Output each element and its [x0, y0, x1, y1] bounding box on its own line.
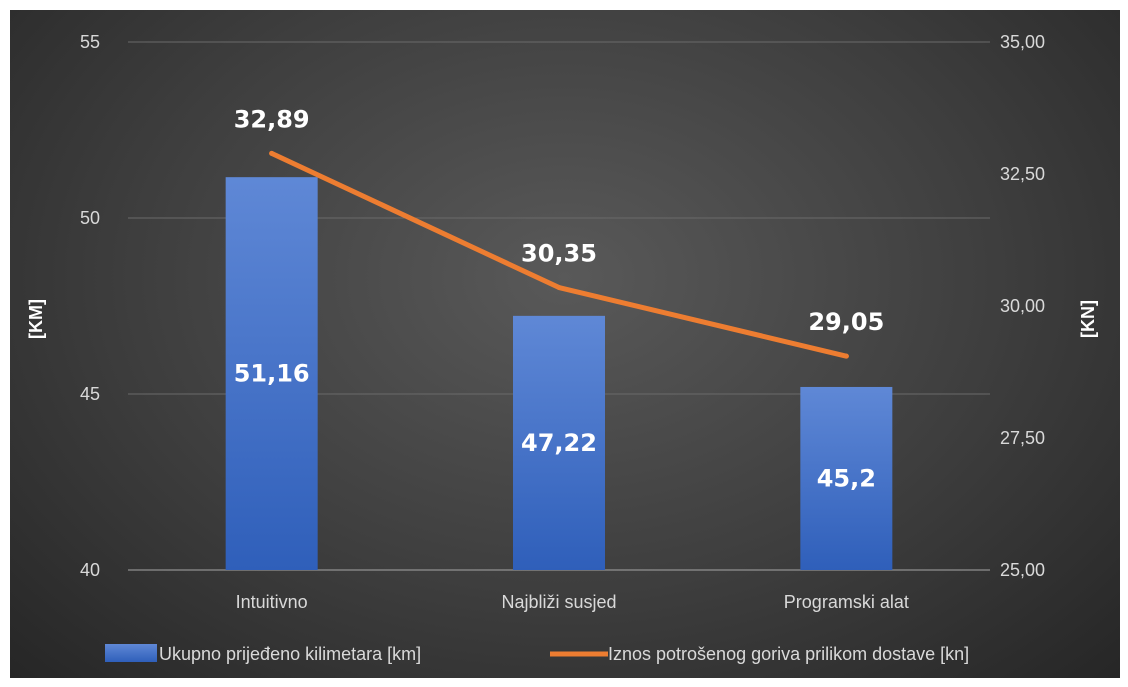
line-point [269, 150, 275, 156]
legend-bar-label: Ukupno prijeđeno kilimetara [km] [159, 644, 421, 664]
y-axis-title: [KM] [26, 299, 46, 339]
y-tick-label: 45 [80, 384, 100, 404]
line-data-label: 30,35 [521, 240, 597, 268]
line-series [269, 150, 849, 359]
legend-line-label: Iznos potrošenog goriva prilikom dostave… [608, 644, 969, 664]
bar-data-label: 51,16 [234, 360, 310, 388]
y2-axis-title: [KN] [1078, 300, 1098, 338]
legend: Ukupno prijeđeno kilimetara [km] Iznos p… [105, 644, 969, 664]
y-tick-label: 40 [80, 560, 100, 580]
data-labels: 51,16 47,22 45,2 32,89 30,35 29,05 [234, 105, 885, 492]
legend-bar-swatch [105, 644, 157, 662]
y2-tick-label: 27,50 [1000, 428, 1045, 448]
y-tick-label: 50 [80, 208, 100, 228]
bar-data-label: 47,22 [521, 429, 597, 457]
bar [225, 177, 318, 570]
line-data-label: 32,89 [234, 105, 310, 133]
chart-frame: 40 45 50 55 25,00 27,50 30,00 32,50 35,00 Intuiti… [10, 10, 1120, 678]
y2-tick-label: 25,00 [1000, 560, 1045, 580]
line-data-label: 29,05 [808, 308, 884, 336]
y-tick-label: 55 [80, 32, 100, 52]
y2-tick-label: 35,00 [1000, 32, 1045, 52]
y2-tick-label: 30,00 [1000, 296, 1045, 316]
x-tick-label: Intuitivno [236, 592, 308, 612]
combo-chart: 40 45 50 55 25,00 27,50 30,00 32,50 35,00 Intuiti… [26, 32, 1098, 664]
y2-tick-label: 32,50 [1000, 164, 1045, 184]
x-tick-label: Programski alat [784, 592, 909, 612]
x-tick-label: Najbliži susjed [501, 592, 616, 612]
axis-ticks: 40 45 50 55 25,00 27,50 30,00 32,50 35,00 Intuiti… [80, 32, 1045, 612]
line-point [556, 285, 562, 291]
line-point [843, 353, 849, 359]
bar-data-label: 45,2 [817, 464, 876, 492]
bar-series [225, 177, 893, 570]
bar [513, 315, 605, 570]
bar [800, 386, 893, 570]
